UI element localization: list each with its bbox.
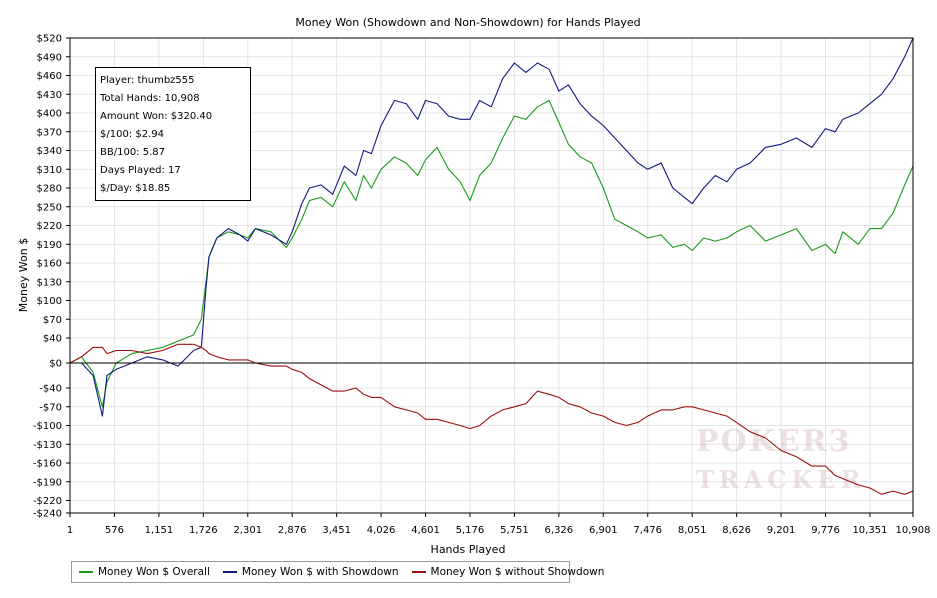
stat-total-hands: Total Hands: 10,908 <box>100 93 200 104</box>
y-axis-label: Money Won $ <box>17 238 30 312</box>
x-tick-label: 6,901 <box>589 525 618 536</box>
y-tick-label: -$40 <box>39 384 62 395</box>
y-tick-label: -$160 <box>33 459 62 470</box>
x-tick-label: 5,176 <box>456 525 485 536</box>
y-tick-label: $70 <box>43 315 62 326</box>
y-tick-label: $430 <box>37 90 62 101</box>
y-tick-label: $130 <box>37 277 62 288</box>
x-tick-label: 4,601 <box>411 525 440 536</box>
y-tick-label: $520 <box>37 34 62 45</box>
x-tick-label: 10,908 <box>896 525 931 536</box>
y-tick-label: $250 <box>37 202 62 213</box>
x-tick-label: 10,351 <box>852 525 887 536</box>
y-tick-label: $400 <box>37 109 62 120</box>
x-tick-label: 1,726 <box>189 525 218 536</box>
x-tick-label: 2,301 <box>233 525 262 536</box>
y-tick-label: $310 <box>37 165 62 176</box>
stat-bb-per-100: BB/100: 5.87 <box>100 147 165 158</box>
axes: $520 $490 $460 $430 $400 $370 $340 $310 $280 $250… <box>33 34 931 537</box>
y-tick-label: $460 <box>37 71 62 82</box>
y-tick-label: $340 <box>37 146 62 157</box>
legend-label-non-showdown: Money Won $ without Showdown <box>430 566 605 578</box>
y-tick-label: -$100 <box>33 421 62 432</box>
x-axis-label: Hands Played <box>431 543 506 556</box>
y-tick-label: $100 <box>37 296 62 307</box>
stat-player: Player: thumbz555 <box>100 75 195 86</box>
y-tick-label: $0 <box>49 359 62 370</box>
x-tick-label: 4,026 <box>367 525 396 536</box>
series-line-2 <box>69 343 914 495</box>
x-tick-label: 3,451 <box>322 525 351 536</box>
stat-dollars-per-day: $/Day: $18.85 <box>100 183 171 194</box>
chart-title: Money Won (Showdown and Non-Showdown) fo… <box>295 16 640 29</box>
y-tick-label: $490 <box>37 52 62 63</box>
legend-item-showdown: Money Won $ with Showdown <box>222 566 399 578</box>
legend-swatch-non-showdown <box>411 571 426 573</box>
legend-swatch-showdown <box>222 571 237 573</box>
x-tick-label: 8,626 <box>722 525 751 536</box>
y-tick-label: -$70 <box>39 402 62 413</box>
series-line-1 <box>70 37 914 417</box>
x-tick-label: 576 <box>105 525 124 536</box>
watermark-line2: TRACKER <box>696 465 866 494</box>
y-tick-label: $40 <box>43 334 62 345</box>
x-tick-label: 8,051 <box>678 525 707 536</box>
series-lines <box>69 37 914 495</box>
y-tick-label: $190 <box>37 240 62 251</box>
stat-days-played: Days Played: 17 <box>100 165 181 176</box>
y-tick-label: -$130 <box>33 440 62 451</box>
y-tick-label: $280 <box>37 184 62 195</box>
x-tick-label: 1,151 <box>145 525 174 536</box>
player-stats-box: Player: thumbz555 Total Hands: 10,908 Am… <box>95 67 251 201</box>
y-tick-label: $370 <box>37 127 62 138</box>
y-tick-label: $220 <box>37 221 62 232</box>
x-tick-label: 7,476 <box>633 525 662 536</box>
x-tick-label: 6,326 <box>545 525 574 536</box>
legend-swatch-overall <box>79 571 93 573</box>
y-tick-label: -$240 <box>33 509 62 520</box>
x-tick-label: 5,751 <box>500 525 529 536</box>
poker-tracker-watermark: POKER3 TRACKER <box>696 424 866 494</box>
y-tick-label: -$220 <box>33 496 62 507</box>
x-tick-label: 1 <box>67 525 73 536</box>
legend-item-overall: Money Won $ Overall <box>79 566 210 578</box>
stat-dollars-per-100: $/100: $2.94 <box>100 129 164 140</box>
chart-legend: Money Won $ Overall Money Won $ with Sho… <box>71 561 604 583</box>
plot-border <box>69 37 914 514</box>
y-tick-label: -$190 <box>33 477 62 488</box>
legend-label-overall: Money Won $ Overall <box>98 566 210 578</box>
stat-amount-won: Amount Won: $320.40 <box>100 111 213 122</box>
x-tick-label: 9,201 <box>767 525 796 536</box>
y-tick-label: $160 <box>37 259 62 270</box>
legend-label-showdown: Money Won $ with Showdown <box>241 566 399 578</box>
watermark-line1: POKER3 <box>696 424 851 459</box>
x-tick-label: 2,876 <box>278 525 307 536</box>
x-tick-label: 9,776 <box>811 525 840 536</box>
legend-item-non-showdown: Money Won $ without Showdown <box>411 566 605 578</box>
